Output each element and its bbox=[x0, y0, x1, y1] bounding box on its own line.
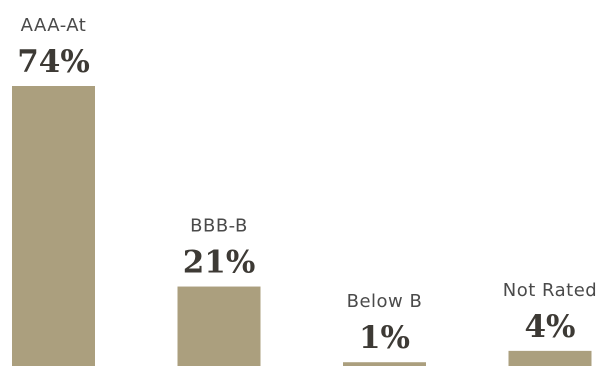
category-label: Not Rated bbox=[503, 280, 597, 301]
bar-not-rated bbox=[508, 350, 592, 366]
bar-aaa-at bbox=[12, 86, 95, 366]
bar-below-b bbox=[343, 362, 426, 366]
value-label: 21% bbox=[183, 245, 256, 281]
category-label: Below B bbox=[347, 291, 423, 312]
bar-bbb-b bbox=[177, 286, 261, 366]
value-label: 1% bbox=[359, 320, 410, 356]
bars-group bbox=[12, 86, 592, 366]
category-label: BBB-B bbox=[190, 216, 248, 237]
labels-group: 74% AAA-At 21% BBB-B 1% Below B 4% Not Rated bbox=[17, 15, 597, 356]
value-label: 74% bbox=[17, 44, 90, 80]
category-label: AAA-At bbox=[21, 15, 87, 36]
value-label: 4% bbox=[524, 309, 575, 345]
